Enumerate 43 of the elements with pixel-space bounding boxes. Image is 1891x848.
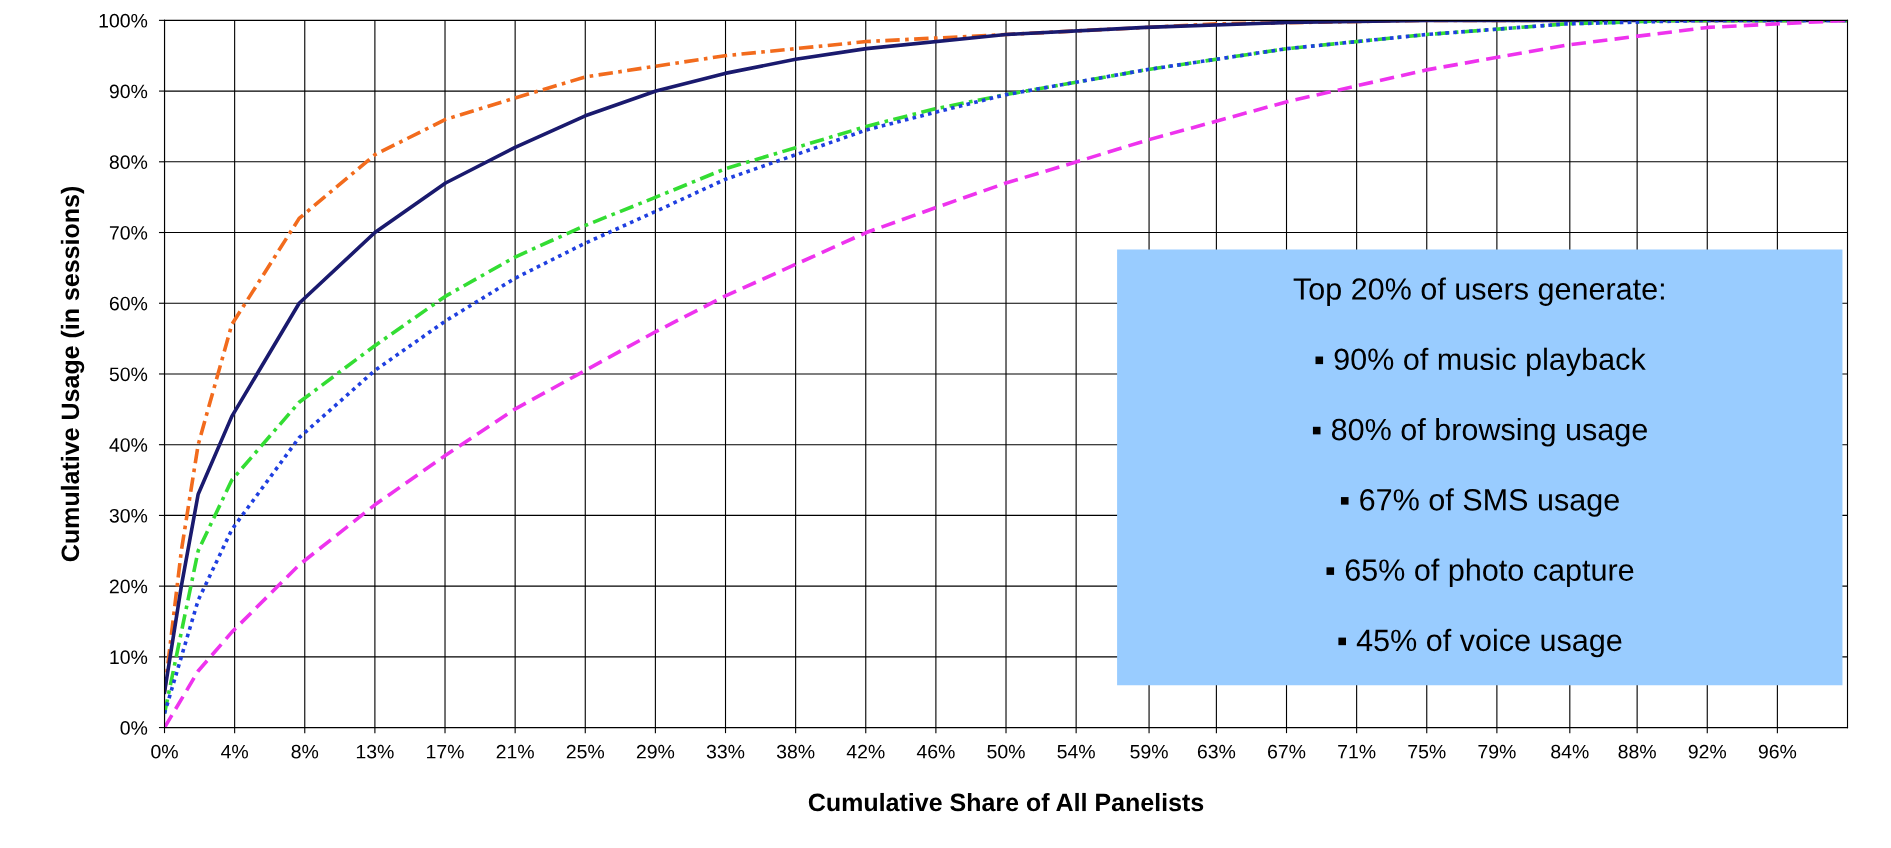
y-tick-label: 50% bbox=[109, 367, 148, 382]
y-tick-label: 20% bbox=[109, 579, 148, 594]
y-tick-label: 70% bbox=[109, 225, 148, 240]
y-tick-label: 90% bbox=[109, 84, 148, 99]
annotation: ▪ 65% of photo capture bbox=[1326, 558, 1634, 587]
y-tick-label: 40% bbox=[109, 438, 148, 452]
x-tick-label: 0% bbox=[151, 744, 178, 759]
annotation: ▪ 80% of browsing usage bbox=[1312, 417, 1647, 447]
x-tick-label: 79% bbox=[1478, 744, 1516, 759]
y-axis-title: Cumulative Usage (in sessions) bbox=[60, 186, 85, 562]
x-tick-label: 33% bbox=[706, 744, 745, 759]
x-tick-label: 17% bbox=[427, 744, 464, 759]
y-tick-label: 30% bbox=[109, 508, 148, 523]
x-axis-title: Cumulative Share of All Panelists bbox=[808, 792, 1204, 812]
y-tick-label: 10% bbox=[110, 650, 148, 665]
x-tick-label: 67% bbox=[1268, 744, 1306, 759]
x-tick-label: 38% bbox=[776, 744, 815, 759]
x-tick-label: 96% bbox=[1758, 744, 1797, 759]
y-tick-label: 100% bbox=[99, 13, 148, 28]
x-tick-label: 84% bbox=[1551, 744, 1589, 759]
x-tick-label: 50% bbox=[987, 744, 1025, 759]
x-tick-label: 25% bbox=[566, 744, 605, 759]
x-tick-label: 54% bbox=[1057, 744, 1095, 759]
x-tick-label: 4% bbox=[221, 744, 248, 759]
annotation: ▪ 90% of music playback bbox=[1315, 347, 1646, 377]
x-tick-label: 21% bbox=[496, 744, 534, 759]
x-tick-label: 63% bbox=[1197, 744, 1236, 759]
x-tick-label: 13% bbox=[356, 744, 394, 759]
y-tick-label: 80% bbox=[109, 155, 148, 170]
x-tick-label: 92% bbox=[1688, 744, 1727, 759]
x-tick-label: 42% bbox=[846, 744, 885, 759]
annotation: ▪ 67% of SMS usage bbox=[1340, 488, 1619, 517]
x-tick-label: 29% bbox=[636, 744, 675, 759]
annotation: Top 20% of users generate: bbox=[1293, 277, 1664, 306]
x-tick-label: 8% bbox=[291, 744, 319, 759]
x-tick-label: 75% bbox=[1408, 744, 1446, 759]
x-tick-label: 71% bbox=[1338, 744, 1376, 759]
y-tick-label: 0% bbox=[120, 721, 148, 735]
x-tick-label: 59% bbox=[1130, 744, 1168, 759]
x-tick-label: 88% bbox=[1618, 744, 1656, 759]
x-tick-label: 46% bbox=[916, 744, 955, 759]
annotation: ▪ 45% of voice usage bbox=[1338, 628, 1622, 658]
y-tick-label: 60% bbox=[109, 296, 148, 311]
